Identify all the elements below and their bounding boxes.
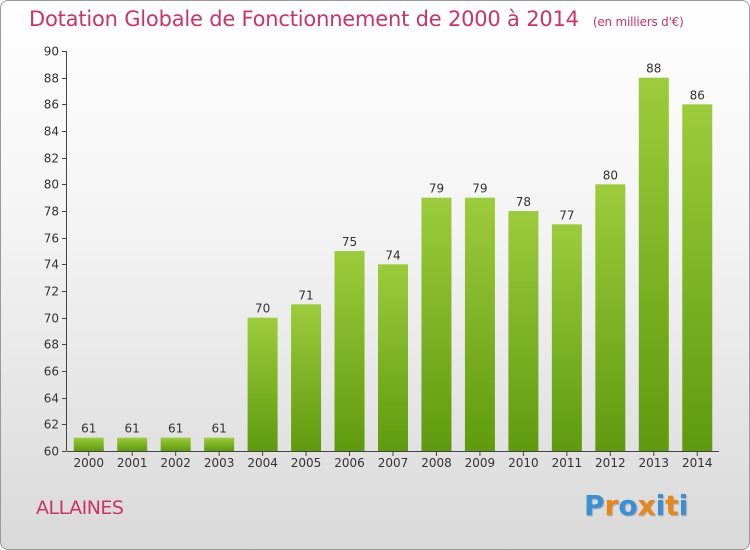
bar xyxy=(334,251,365,451)
bar xyxy=(551,224,582,451)
commune-name: ALLAINES xyxy=(36,497,124,519)
y-tick-label: 88 xyxy=(44,72,59,86)
bar xyxy=(595,184,626,452)
data-label: 61 xyxy=(81,422,96,436)
bar xyxy=(464,197,495,451)
bar xyxy=(638,77,669,452)
logo-letter: P xyxy=(584,489,605,522)
bar xyxy=(160,437,191,451)
bar xyxy=(291,304,322,451)
data-label: 70 xyxy=(255,302,270,316)
x-tick-label: 2000 xyxy=(73,456,104,470)
logo-letter: i xyxy=(678,489,689,522)
y-tick-label: 90 xyxy=(44,45,59,59)
proxiti-logo[interactable]: Proxiti xyxy=(584,489,688,522)
data-label: 80 xyxy=(603,168,618,182)
chart-title: Dotation Globale de Fonctionnement de 20… xyxy=(29,7,684,31)
x-tick-label: 2004 xyxy=(247,456,278,470)
logo-letter: r xyxy=(604,489,619,522)
logo-letter: t xyxy=(665,489,679,522)
y-tick-label: 64 xyxy=(44,392,59,406)
x-tick-label: 2009 xyxy=(465,456,496,470)
logo-letter: i xyxy=(655,489,666,522)
data-label: 61 xyxy=(125,422,140,436)
y-tick-label: 74 xyxy=(44,258,59,272)
y-tick-label: 68 xyxy=(44,338,59,352)
logo-letter: o xyxy=(618,489,638,522)
x-tick-label: 2007 xyxy=(378,456,409,470)
title-text: Dotation Globale de Fonctionnement de 20… xyxy=(29,7,579,31)
x-tick-label: 2012 xyxy=(595,456,626,470)
bar xyxy=(204,437,235,451)
data-label: 86 xyxy=(690,88,705,102)
y-tick-label: 70 xyxy=(44,312,59,326)
data-label: 71 xyxy=(298,288,313,302)
data-label: 75 xyxy=(342,235,357,249)
data-label: 79 xyxy=(429,182,444,196)
unit-note: (en milliers d'€) xyxy=(592,15,684,29)
data-label: 78 xyxy=(516,195,531,209)
bar xyxy=(247,317,278,451)
x-tick-label: 2003 xyxy=(204,456,235,470)
x-tick-label: 2011 xyxy=(552,456,583,470)
value-labels: 61 61 61 61 70 71 75 74 79 79 78 77 80 88 86 xyxy=(81,62,705,436)
y-tick-label: 84 xyxy=(44,125,59,139)
y-tick-label: 60 xyxy=(44,445,59,459)
bar xyxy=(73,437,104,451)
x-tick-label: 2014 xyxy=(682,456,713,470)
y-tick-label: 78 xyxy=(44,205,59,219)
y-tick-label: 76 xyxy=(44,232,59,246)
x-tick-label: 2013 xyxy=(639,456,670,470)
x-tick-label: 2006 xyxy=(334,456,365,470)
x-tick-label: 2005 xyxy=(291,456,322,470)
y-tick-label: 82 xyxy=(44,152,59,166)
x-tick-label: 2002 xyxy=(160,456,191,470)
bar xyxy=(117,437,148,451)
logo-letter: x xyxy=(637,489,656,522)
data-label: 79 xyxy=(472,182,487,196)
y-tick-label: 80 xyxy=(44,178,59,192)
x-tick-label: 2010 xyxy=(508,456,539,470)
x-tick-label: 2001 xyxy=(117,456,148,470)
y-tick-label: 72 xyxy=(44,285,59,299)
data-label: 61 xyxy=(168,422,183,436)
x-tick-label: 2008 xyxy=(421,456,452,470)
y-tick-label: 86 xyxy=(44,98,59,112)
bars xyxy=(73,77,713,452)
y-tick-label: 62 xyxy=(44,418,59,432)
bar xyxy=(378,264,408,451)
bar xyxy=(682,104,713,451)
data-label: 61 xyxy=(211,422,226,436)
data-label: 88 xyxy=(646,62,661,76)
data-label: 74 xyxy=(385,248,400,262)
bar xyxy=(421,197,452,451)
y-tick-label: 66 xyxy=(44,365,59,379)
data-label: 77 xyxy=(559,208,574,222)
axes: 60 62 64 66 68 70 72 74 76 78 80 82 84 86 88 90 2000 2001… xyxy=(44,45,719,470)
bar xyxy=(508,211,539,451)
